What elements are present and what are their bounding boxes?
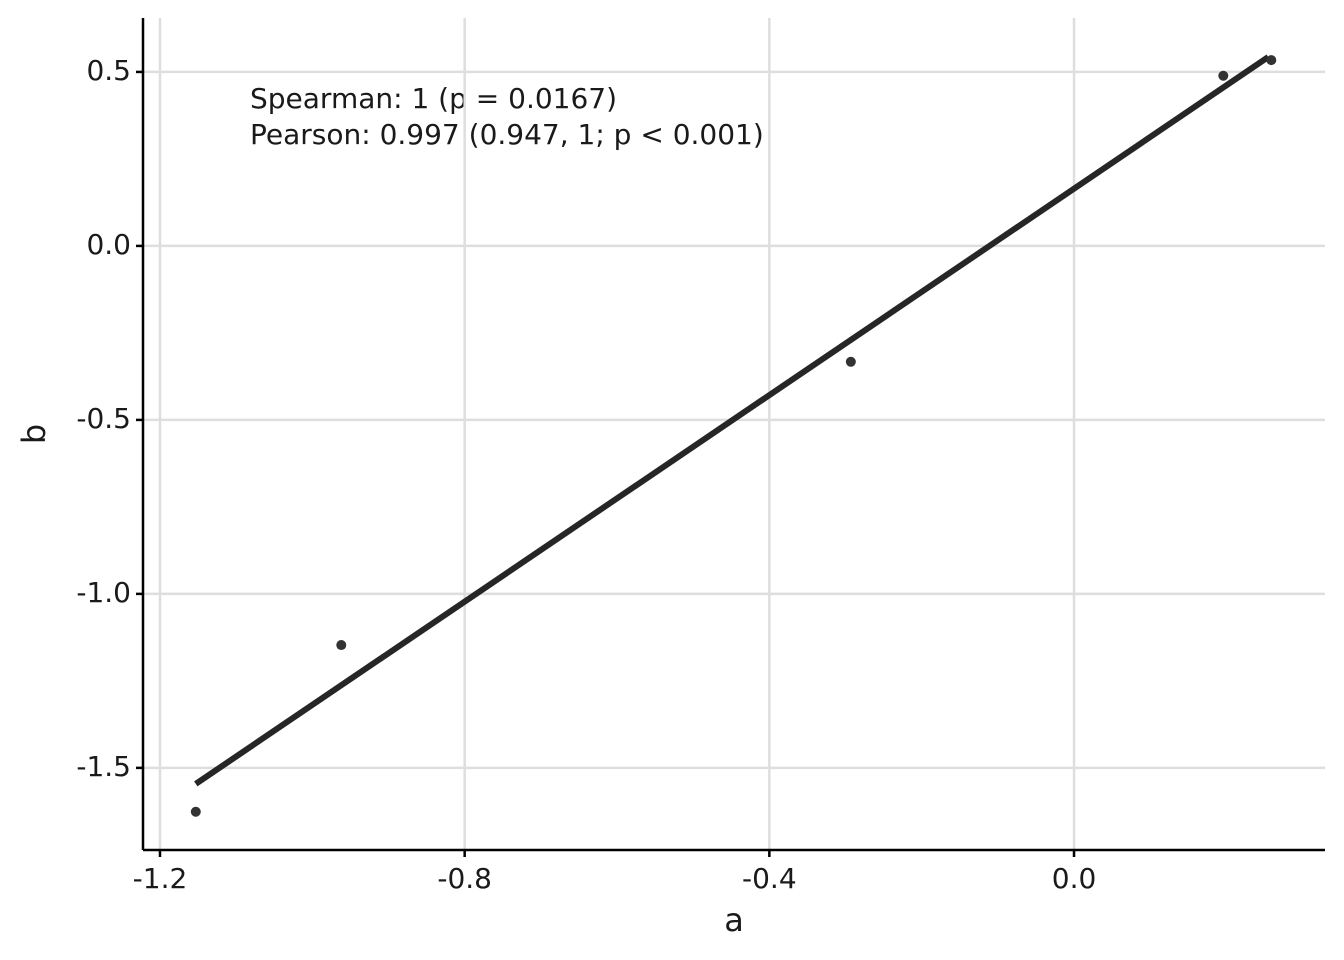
x-tick-label: -1.2 (133, 862, 188, 895)
point (845, 356, 856, 367)
y-tick-label: -1.0 (76, 576, 131, 609)
point (1218, 70, 1229, 81)
y-tick-label: -0.5 (76, 402, 131, 435)
x-tick-label: -0.4 (742, 862, 797, 895)
annotation: Spearman: 1 (p = 0.0167) (250, 82, 617, 115)
point (336, 640, 347, 651)
y-tick-label: -1.5 (76, 750, 131, 783)
y-tick-label: 0.0 (86, 228, 131, 261)
fit-line (194, 54, 1270, 787)
x-axis-title: a (724, 901, 744, 939)
point (190, 806, 201, 817)
x-tick-label: -0.8 (437, 862, 492, 895)
point (1266, 55, 1277, 66)
x-tick-label: 0.0 (1052, 862, 1097, 895)
y-tick-label: 0.5 (86, 54, 131, 87)
annotation: Pearson: 0.997 (0.947, 1; p < 0.001) (250, 118, 764, 151)
y-axis-title: b (15, 424, 53, 444)
